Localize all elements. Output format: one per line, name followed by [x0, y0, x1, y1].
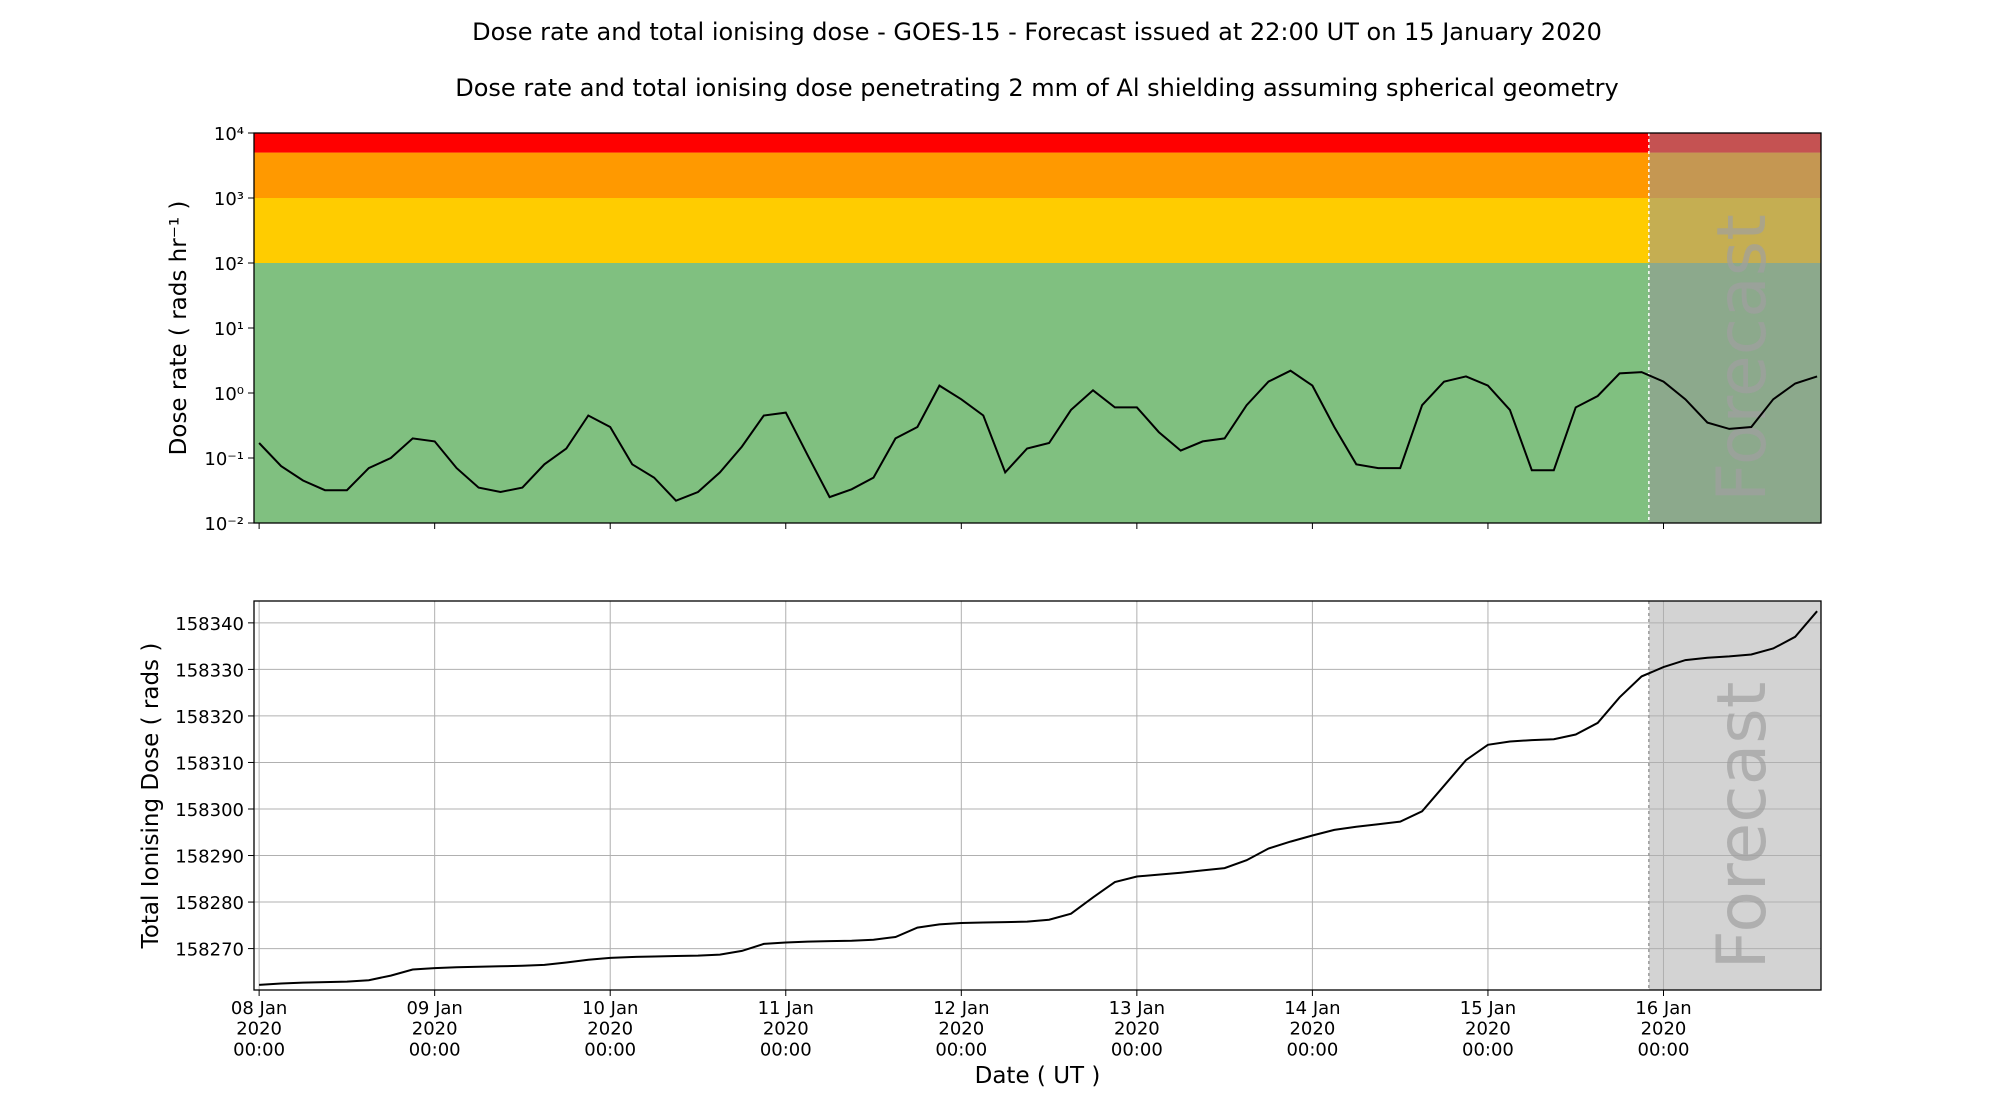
y-tick-label: 158340 — [175, 614, 244, 635]
series-line — [259, 610, 1818, 986]
x-tick-label: 15 Jan 2020 00:00 — [1460, 998, 1516, 1060]
y-tick-label: 10² — [214, 254, 244, 275]
y-tick-label: 10¹ — [214, 319, 244, 340]
x-tick-label: 16 Jan 2020 00:00 — [1635, 998, 1691, 1060]
y-tick-label: 10⁴ — [214, 124, 244, 145]
threshold-band — [254, 198, 1821, 263]
forecast-label: Forecast — [1703, 214, 1782, 502]
y-tick-label: 10⁻¹ — [204, 449, 244, 470]
y-tick-label: 158270 — [175, 940, 244, 961]
x-tick-label: 11 Jan 2020 00:00 — [758, 998, 814, 1060]
y-tick-label: 158280 — [175, 893, 244, 914]
x-tick-label: 08 Jan 2020 00:00 — [231, 998, 287, 1060]
x-axis-label: Date ( UT ) — [975, 1063, 1101, 1089]
y-tick-label: 10⁻² — [204, 514, 244, 535]
y-tick-label: 158300 — [175, 800, 244, 821]
x-tick-label: 12 Jan 2020 00:00 — [933, 998, 989, 1060]
threshold-band — [254, 133, 1821, 153]
x-tick-label: 14 Jan 2020 00:00 — [1284, 998, 1340, 1060]
threshold-band — [254, 152, 1821, 198]
threshold-band — [254, 263, 1821, 523]
forecast-label: Forecast — [1703, 682, 1782, 970]
y-tick-label: 158310 — [175, 753, 244, 774]
y-axis-label: Total Ionising Dose ( rads ) — [138, 643, 164, 950]
y-axis-label: Dose rate ( rads hr⁻¹ ) — [166, 201, 192, 456]
chart-subtitle: Dose rate and total ionising dose penetr… — [455, 74, 1619, 102]
y-tick-label: 158290 — [175, 847, 244, 868]
x-tick-label: 13 Jan 2020 00:00 — [1109, 998, 1165, 1060]
axes-frame — [253, 600, 1822, 991]
chart-title: Dose rate and total ionising dose - GOES… — [472, 18, 1602, 46]
axes-frame — [253, 132, 1822, 524]
series-line — [258, 369, 1818, 502]
y-tick-label: 10³ — [214, 189, 244, 210]
x-tick-label: 09 Jan 2020 00:00 — [406, 998, 462, 1060]
y-tick-label: 10⁰ — [214, 384, 244, 405]
forecast-region — [1648, 133, 1821, 523]
x-tick-label: 10 Jan 2020 00:00 — [582, 998, 638, 1060]
y-tick-label: 158320 — [175, 707, 244, 728]
y-tick-label: 158330 — [175, 660, 244, 681]
forecast-region — [1648, 601, 1821, 990]
